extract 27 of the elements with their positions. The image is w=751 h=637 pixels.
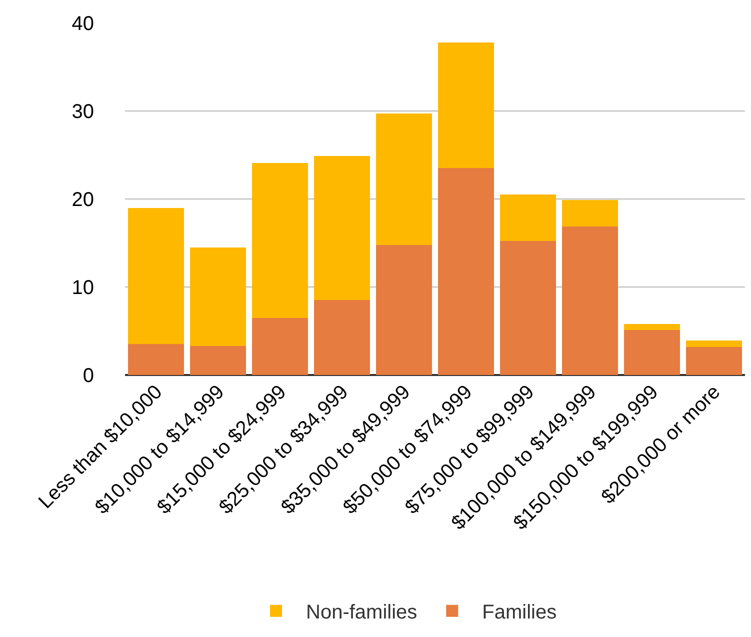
bar (438, 42, 494, 168)
bar (686, 346, 742, 375)
bar (624, 330, 680, 375)
bar (128, 208, 184, 344)
bar (500, 241, 556, 375)
y-tick-label: 40 (72, 13, 94, 35)
bar (624, 324, 680, 330)
y-tick-label: 10 (72, 277, 94, 299)
bar (500, 194, 556, 242)
bar (128, 344, 184, 375)
y-tick-label: 20 (72, 189, 94, 211)
bar (376, 114, 432, 245)
y-tick-label: 30 (72, 101, 94, 123)
bar (314, 156, 370, 300)
bar (190, 346, 246, 375)
y-tick-label: 0 (82, 365, 94, 387)
bar (376, 244, 432, 375)
bar (314, 300, 370, 375)
bar (438, 168, 494, 375)
legend-label: Non-families (306, 602, 418, 624)
bar (562, 200, 618, 226)
bar (686, 340, 742, 347)
bar (562, 226, 618, 375)
bar (190, 247, 246, 346)
bar (252, 162, 308, 318)
legend-label: Families (482, 602, 557, 624)
bar (252, 318, 308, 375)
